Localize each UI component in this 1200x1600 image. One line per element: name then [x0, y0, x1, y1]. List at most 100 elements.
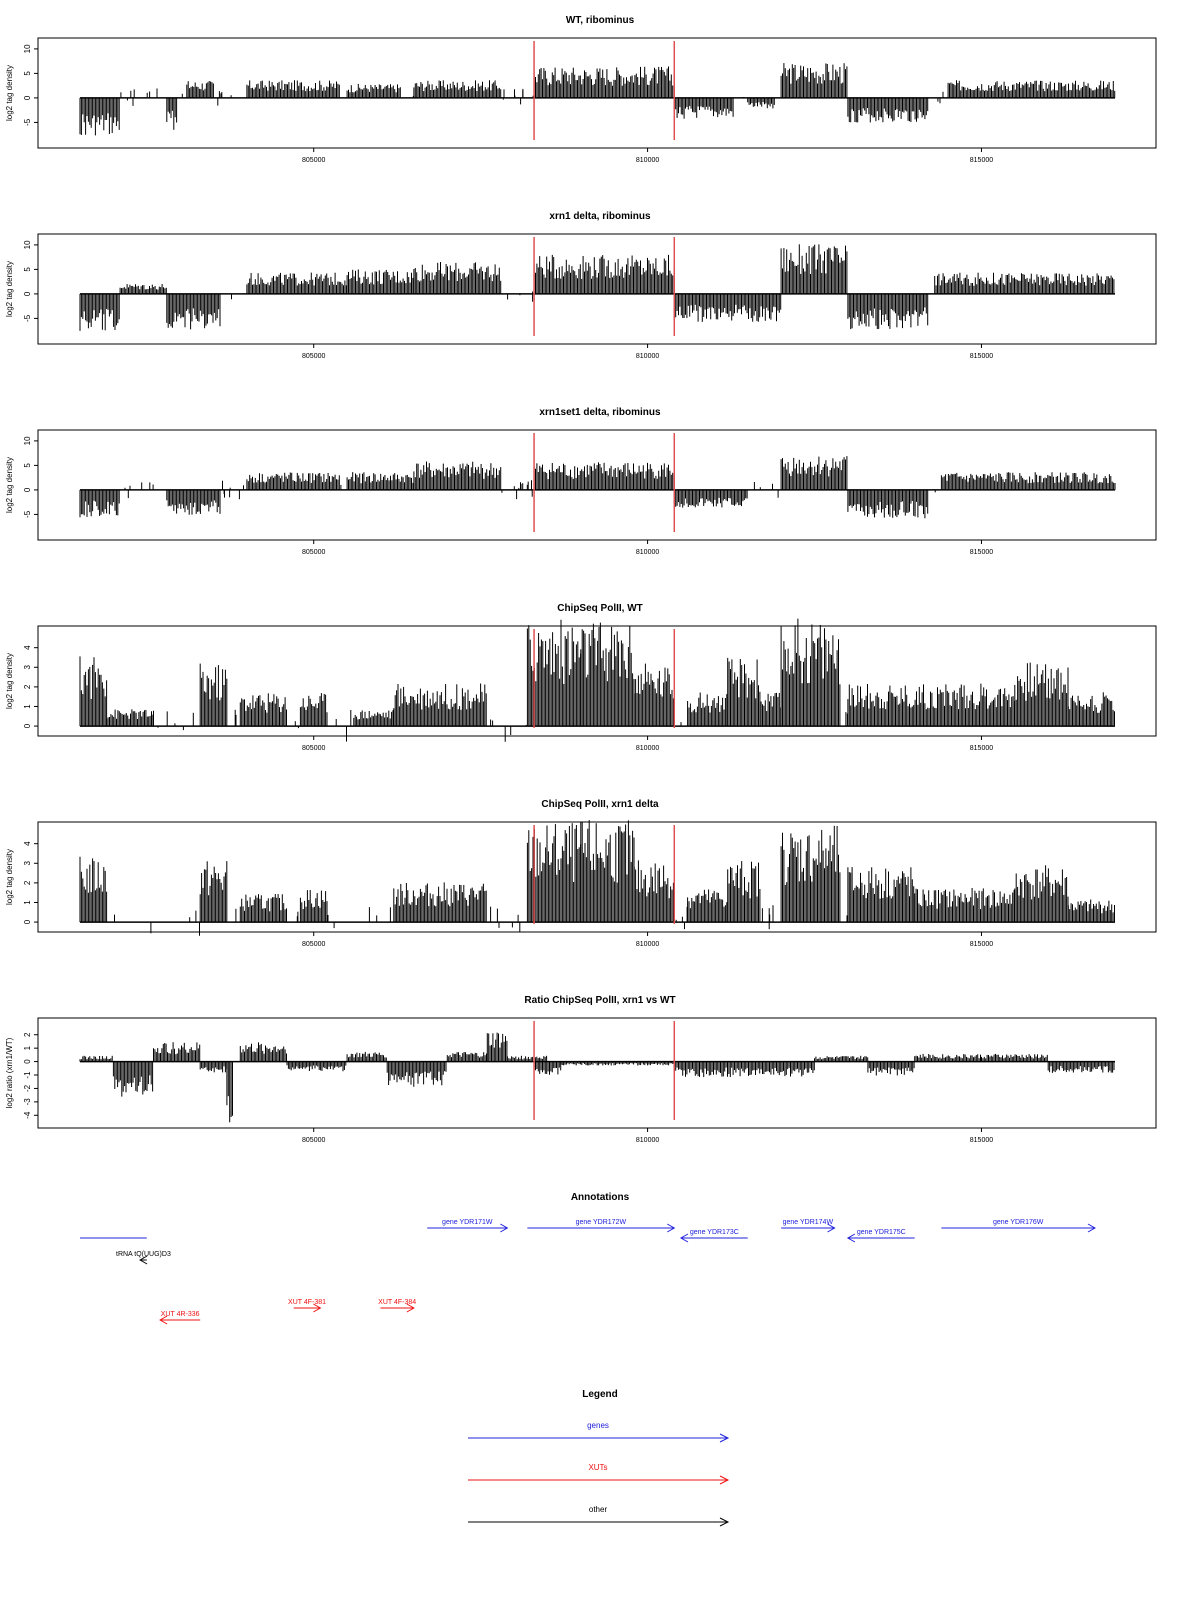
- legend-arrow-head: [719, 1517, 730, 1527]
- legend-arrow-head: [719, 1433, 730, 1443]
- annotation-label: gene YDR171W: [442, 1219, 493, 1226]
- y-tick-label: 1: [23, 900, 32, 905]
- bar-marks: [79, 244, 1115, 331]
- annotation-label: XUT 4F-381: [288, 1299, 326, 1306]
- y-tick-label: 4: [23, 841, 32, 846]
- y-tick-label: 0: [23, 1059, 32, 1064]
- x-tick-label: 805000: [302, 157, 325, 164]
- y-tick-label: 0: [23, 291, 32, 296]
- y-tick-label: 5: [23, 71, 32, 76]
- arrow-head: [667, 1223, 676, 1233]
- y-tick-label: 0: [23, 95, 32, 100]
- annotation-label: gene YDR173C: [690, 1229, 739, 1236]
- arrow-head: [679, 1233, 689, 1243]
- y-tick-label: -1: [23, 1071, 32, 1079]
- y-axis-label: log2 tag density: [5, 65, 14, 121]
- x-tick-label: 805000: [302, 941, 325, 948]
- y-tick-label: 2: [23, 880, 32, 885]
- chart-title: xrn1 delta, ribominus: [549, 211, 651, 222]
- chart-panel-1: WT, ribominus log2 tag density -5 0 5 10 80500…: [5, 15, 1157, 164]
- x-tick-label: 810000: [636, 353, 659, 360]
- arrow-head: [313, 1303, 322, 1313]
- x-tick-label: 815000: [970, 157, 993, 164]
- y-tick-label: 10: [23, 436, 32, 445]
- x-tick-label: 805000: [302, 745, 325, 752]
- legend-label: other: [589, 1505, 608, 1514]
- y-tick-label: 4: [23, 645, 32, 650]
- plot-frame: [37, 1017, 1157, 1129]
- plot-frame: [37, 821, 1157, 933]
- legend-title: Legend: [582, 1389, 618, 1400]
- chart-title: WT, ribominus: [566, 15, 635, 26]
- y-axis-label: log2 tag density: [5, 653, 14, 709]
- chart-panel-2: xrn1 delta, ribominus log2 tag density -5 0…: [5, 211, 1157, 360]
- annotations-section: Annotations gene YDR171W gene YDR172W gene…: [80, 1192, 1096, 1325]
- x-tick-label: 815000: [970, 353, 993, 360]
- chart-panel-3: xrn1set1 delta, ribominus log2 tag densit…: [5, 407, 1157, 556]
- annotation-label: gene YDR172W: [576, 1219, 627, 1226]
- y-tick-label: 5: [23, 463, 32, 468]
- chart-title: ChipSeq PolII, xrn1 delta: [541, 799, 659, 810]
- bar-marks: [79, 456, 1116, 519]
- arrow-head: [1087, 1223, 1096, 1233]
- x-tick-label: 815000: [970, 1137, 993, 1144]
- chart-title: Ratio ChipSeq PolII, xrn1 vs WT: [524, 995, 675, 1006]
- arrow-head: [827, 1223, 836, 1233]
- annotation-label: tRNA tQ(UUG)D3: [116, 1251, 171, 1258]
- x-tick-label: 815000: [970, 745, 993, 752]
- y-tick-label: 2: [23, 684, 32, 689]
- y-axis-label: log2 ratio (xrn1/WT): [5, 1037, 14, 1108]
- x-tick-label: 805000: [302, 1137, 325, 1144]
- annotation-label: gene YDR174W: [783, 1219, 834, 1226]
- chart-title: xrn1set1 delta, ribominus: [539, 407, 661, 418]
- annotation-label: gene YDR176W: [993, 1219, 1044, 1226]
- x-tick-label: 805000: [302, 353, 325, 360]
- arrow-head: [406, 1303, 415, 1313]
- y-tick-label: 5: [23, 267, 32, 272]
- x-tick-label: 810000: [636, 941, 659, 948]
- y-tick-label: -5: [23, 118, 32, 126]
- x-tick-label: 810000: [636, 1137, 659, 1144]
- y-axis-label: log2 tag density: [5, 457, 14, 513]
- arrow-head: [846, 1233, 856, 1243]
- arrow-head: [500, 1223, 509, 1233]
- y-tick-label: -2: [23, 1084, 32, 1092]
- plot-frame: [37, 233, 1157, 345]
- bar-marks: [79, 820, 1115, 936]
- y-tick-label: -5: [23, 314, 32, 322]
- x-tick-label: 810000: [636, 549, 659, 556]
- bar-marks: [79, 1032, 1115, 1123]
- y-tick-label: 0: [23, 919, 32, 924]
- chart-panel-5: ChipSeq PolII, xrn1 delta log2 tag densit…: [5, 799, 1157, 948]
- x-tick-label: 810000: [636, 157, 659, 164]
- y-tick-label: -5: [23, 510, 32, 518]
- legend-arrow-head: [719, 1475, 730, 1485]
- annotation-label: gene YDR175C: [857, 1229, 906, 1236]
- x-tick-label: 815000: [970, 941, 993, 948]
- arrow-head: [159, 1315, 168, 1325]
- plot-frame: [37, 37, 1157, 149]
- legend-items: genes XUTs other: [468, 1421, 730, 1527]
- y-tick-label: 0: [23, 487, 32, 492]
- x-tick-label: 805000: [302, 549, 325, 556]
- x-tick-label: 815000: [970, 549, 993, 556]
- y-axis-label: log2 tag density: [5, 261, 14, 317]
- bar-marks: [79, 618, 1115, 742]
- arrow-head: [139, 1255, 148, 1265]
- legend-label: XUTs: [588, 1463, 607, 1472]
- annotations-title: Annotations: [571, 1192, 630, 1203]
- y-tick-label: 1: [23, 1045, 32, 1050]
- annotation-label: XUT 4R-336: [161, 1311, 200, 1318]
- plot-frame: [37, 429, 1157, 541]
- y-tick-label: 10: [23, 44, 32, 53]
- legend-section: Legend genes XUTs other: [468, 1389, 730, 1527]
- y-tick-label: 2: [23, 1032, 32, 1037]
- plot-frame: [37, 625, 1157, 737]
- chart-panel-6: Ratio ChipSeq PolII, xrn1 vs WT log2 rati…: [5, 995, 1157, 1144]
- y-tick-label: 1: [23, 704, 32, 709]
- annotation-label: XUT 4F-384: [378, 1299, 416, 1306]
- y-tick-label: 3: [23, 665, 32, 670]
- x-tick-label: 810000: [636, 745, 659, 752]
